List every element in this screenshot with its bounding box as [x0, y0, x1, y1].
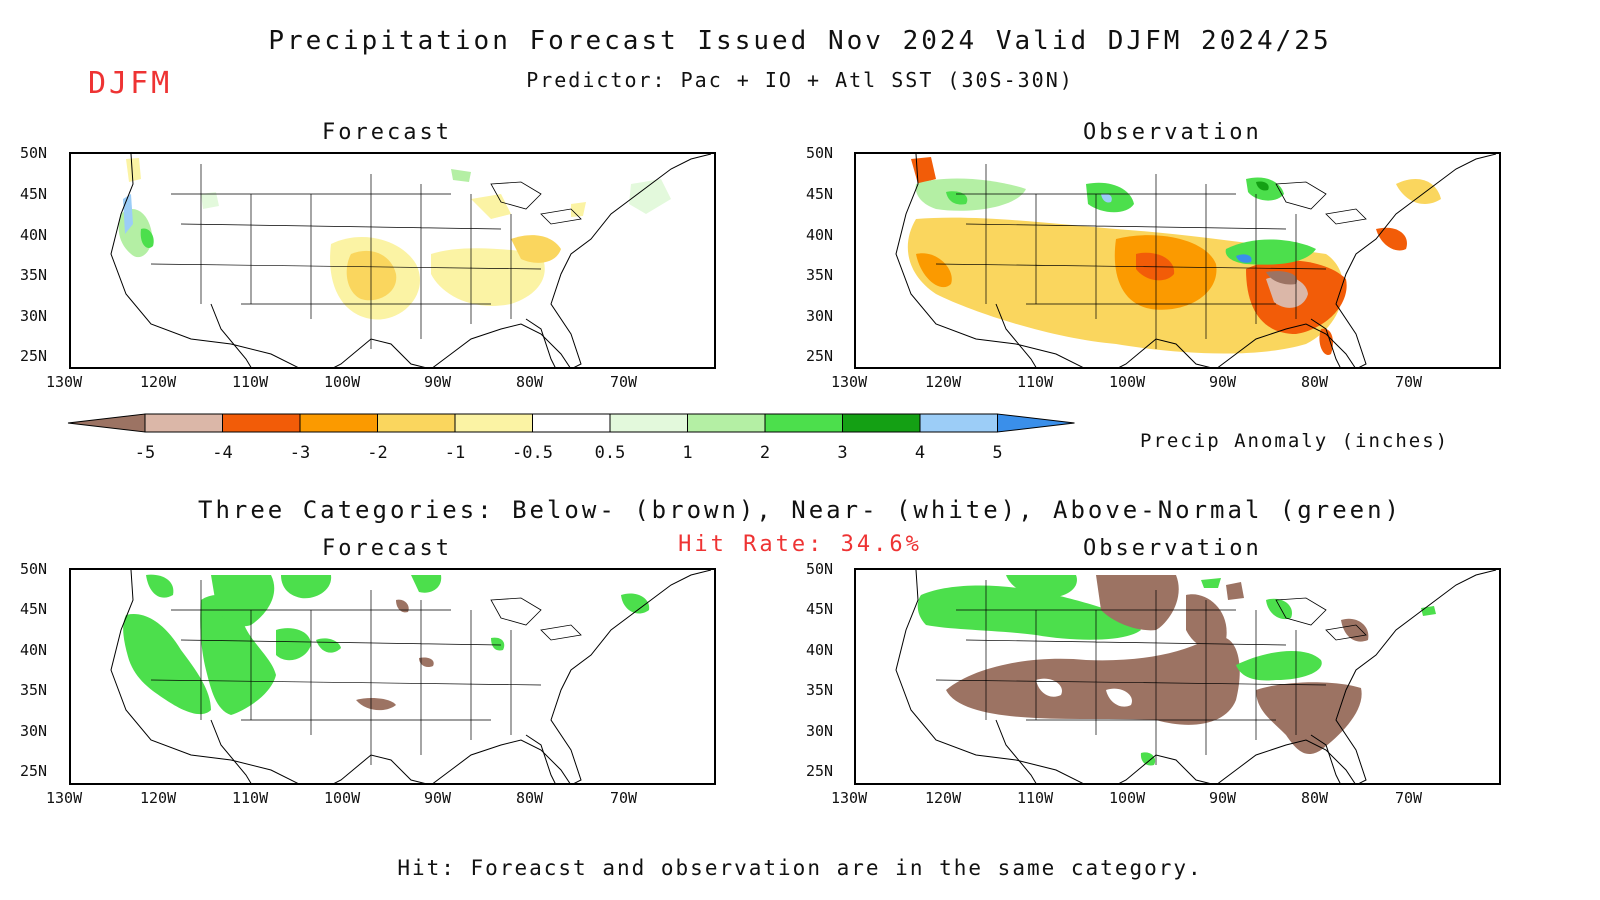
colorbar-segment-8 [687, 413, 766, 433]
lat-label-40n-br: 40N [806, 641, 834, 659]
lon-label-120w-br: 120W [925, 789, 962, 807]
lat-label-35n-br: 35N [806, 681, 834, 699]
lon-label-100w-br: 100W [1109, 789, 1146, 807]
lat-label-40n-bl: 40N [20, 641, 48, 659]
lat-label-50n-br: 50N [806, 560, 834, 578]
categories-description: Three Categories: Below- (brown), Near- … [198, 496, 1402, 524]
lat-label-45n-obs: 45N [806, 185, 834, 203]
lat-label-45n-bl: 45N [20, 600, 48, 618]
lon-label-90w-br: 90W [1209, 789, 1237, 807]
colorbar-segment-11 [919, 413, 998, 433]
colorbar-segment-7 [609, 413, 688, 433]
lon-label-130w: 130W [46, 373, 83, 391]
season-tag: DJFM [88, 66, 173, 101]
lat-label-30n-bl: 30N [20, 722, 48, 740]
lon-label-110w-br: 110W [1017, 789, 1054, 807]
subtitle: Predictor: Pac + IO + Atl SST (30S-30N) [526, 68, 1074, 92]
observation-category-map [854, 568, 1501, 785]
lat-label-30n-br: 30N [806, 722, 834, 740]
lon-label-100w-obs: 100W [1109, 373, 1146, 391]
colorbar-tick-label: -2 [367, 443, 388, 463]
lon-label-120w-obs: 120W [925, 373, 962, 391]
lat-label-45n-br: 45N [806, 600, 834, 618]
lat-label-30n: 30N [20, 307, 48, 325]
lat-label-30n-obs: 30N [806, 307, 834, 325]
colorbar-tick-label: 1 [682, 443, 693, 463]
colorbar-tick-label: 0.5 [594, 443, 626, 463]
lat-label-35n: 35N [20, 266, 48, 284]
lon-label-80w: 80W [516, 373, 544, 391]
colorbar-tick-label: 5 [992, 443, 1003, 463]
colorbar-segment-1 [144, 413, 223, 433]
lon-label-90w-bl: 90W [424, 789, 452, 807]
colorbar-segment-4 [377, 413, 456, 433]
colorbar-tick-label: -3 [289, 443, 311, 463]
colorbar-tick-label: 3 [837, 443, 848, 463]
colorbar-tick-label: -1 [444, 443, 466, 463]
lon-label-70w-obs: 70W [1395, 373, 1423, 391]
lat-label-50n: 50N [20, 144, 48, 162]
colorbar-tick-label: -5 [134, 443, 156, 463]
colorbar-tick-label: 4 [914, 443, 926, 463]
colorbar-segment-9 [764, 413, 843, 433]
lon-label-90w: 90W [424, 373, 452, 391]
colorbar-segment-5 [454, 413, 533, 433]
lat-label-35n-bl: 35N [20, 681, 48, 699]
lat-label-25n: 25N [20, 347, 48, 365]
lon-label-80w-br: 80W [1301, 789, 1329, 807]
colorbar-tick-label: 2 [759, 443, 771, 463]
lon-label-110w-obs: 110W [1017, 373, 1054, 391]
lon-label-120w: 120W [140, 373, 177, 391]
forecast-category-map [69, 568, 716, 785]
colorbar-segment-above-max [997, 413, 1075, 433]
top-right-title: Observation [1083, 120, 1262, 145]
lat-label-40n-obs: 40N [806, 226, 834, 244]
colorbar-tick-label: -4 [212, 443, 233, 463]
lon-label-130w-obs: 130W [831, 373, 868, 391]
footnote: Hit: Foreacst and observation are in the… [397, 856, 1203, 880]
forecast-anomaly-map [69, 152, 716, 369]
lat-label-35n-obs: 35N [806, 266, 834, 284]
lon-label-80w-obs: 80W [1301, 373, 1329, 391]
lat-label-45n: 45N [20, 185, 48, 203]
colorbar-segment-6 [532, 413, 611, 433]
lon-label-130w-br: 130W [831, 789, 868, 807]
lon-label-110w: 110W [232, 373, 269, 391]
colorbar-segment-10 [842, 413, 921, 433]
lat-label-40n: 40N [20, 226, 48, 244]
top-left-title: Forecast [322, 120, 452, 145]
colorbar-title: Precip Anomaly (inches) [1140, 430, 1450, 452]
lon-label-90w-obs: 90W [1209, 373, 1237, 391]
lon-label-120w-bl: 120W [140, 789, 177, 807]
page-title: Precipitation Forecast Issued Nov 2024 V… [268, 26, 1332, 56]
hit-rate: Hit Rate: 34.6% [678, 532, 922, 557]
observation-anomaly-map [854, 152, 1501, 369]
lon-label-70w: 70W [610, 373, 638, 391]
lat-label-25n-obs: 25N [806, 347, 834, 365]
colorbar-segment-below-min [67, 413, 146, 433]
lon-label-100w-bl: 100W [324, 789, 361, 807]
colorbar-tick-label: -0.5 [512, 443, 553, 463]
bottom-right-title: Observation [1083, 536, 1262, 561]
lon-label-100w: 100W [324, 373, 361, 391]
colorbar-segment-2 [222, 413, 301, 433]
lat-label-25n-bl: 25N [20, 762, 48, 780]
lon-label-130w-bl: 130W [46, 789, 83, 807]
lon-label-110w-bl: 110W [232, 789, 269, 807]
lon-label-80w-bl: 80W [516, 789, 544, 807]
lat-label-25n-br: 25N [806, 762, 834, 780]
colorbar [67, 413, 1075, 433]
lon-label-70w-bl: 70W [610, 789, 638, 807]
lat-label-50n-bl: 50N [20, 560, 48, 578]
lat-label-50n-obs: 50N [806, 144, 834, 162]
bottom-left-title: Forecast [322, 536, 452, 561]
colorbar-segment-3 [299, 413, 378, 433]
lon-label-70w-br: 70W [1395, 789, 1423, 807]
